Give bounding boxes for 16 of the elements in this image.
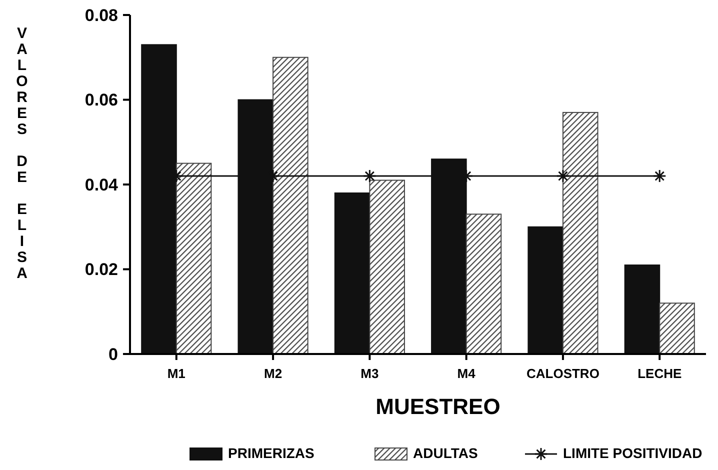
y-tick-label: 0.02 xyxy=(84,260,118,280)
legend-label: ADULTAS xyxy=(413,445,478,461)
y-tick-label: 0.08 xyxy=(84,6,118,25)
x-tick-label: M3 xyxy=(360,366,379,381)
legend-label: PRIMERIZAS xyxy=(228,445,314,461)
x-tick-label: M2 xyxy=(264,366,282,381)
x-tick-label: LECHE xyxy=(638,366,682,381)
x-tick-label: CALOSTRO xyxy=(526,366,600,381)
x-axis-title: MUESTREO xyxy=(376,394,500,419)
y-tick-label: 0 xyxy=(108,344,118,364)
y-tick-label: 0.04 xyxy=(84,175,119,194)
y-tick-label: 0.06 xyxy=(84,90,118,110)
x-tick-label: M4 xyxy=(457,366,476,381)
x-tick-label: M1 xyxy=(167,366,186,381)
y-axis-title: VALORES DE ELISA xyxy=(14,25,30,281)
legend-label: LIMITE POSITIVIDAD xyxy=(563,445,702,461)
